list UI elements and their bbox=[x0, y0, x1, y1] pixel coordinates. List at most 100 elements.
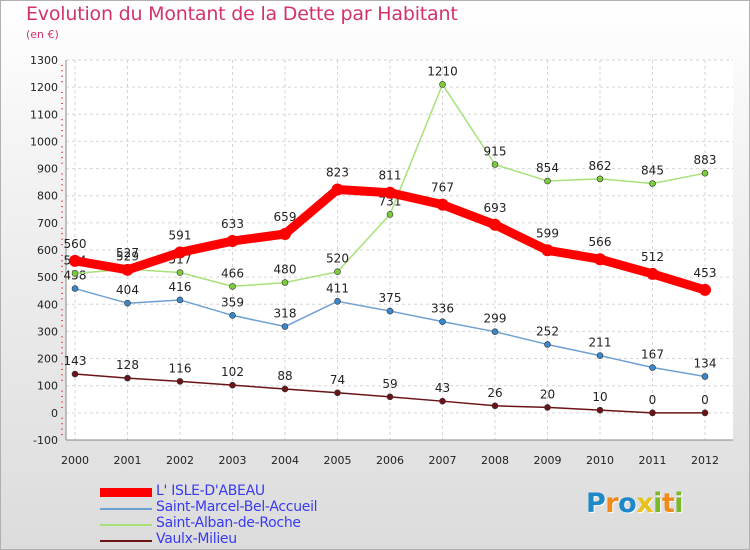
y-tick-label: 800 bbox=[37, 190, 58, 203]
data-point bbox=[176, 269, 184, 276]
x-tick-label: 2001 bbox=[114, 454, 142, 467]
data-label: 0 bbox=[649, 393, 657, 407]
data-point bbox=[71, 270, 79, 277]
legend-label: L' ISLE-D'ABEAU bbox=[156, 483, 265, 499]
legend-label: Saint-Alban-de-Roche bbox=[156, 515, 301, 531]
data-label: 167 bbox=[641, 348, 664, 362]
x-tick-label: 2000 bbox=[61, 454, 89, 467]
logo-letter: x bbox=[636, 488, 654, 519]
data-label: 845 bbox=[641, 164, 664, 178]
y-tick-label: 600 bbox=[37, 244, 58, 257]
data-label: 359 bbox=[221, 295, 244, 309]
data-point bbox=[174, 246, 186, 259]
data-label: 854 bbox=[536, 161, 559, 175]
data-point bbox=[334, 297, 341, 305]
data-point bbox=[701, 409, 709, 417]
data-point bbox=[699, 283, 711, 296]
y-tick-label: 300 bbox=[37, 325, 58, 338]
x-tick-label: 2006 bbox=[376, 454, 404, 467]
data-point bbox=[176, 378, 184, 385]
data-point bbox=[334, 389, 341, 397]
data-label: 823 bbox=[326, 165, 349, 179]
data-point bbox=[596, 406, 604, 414]
logo-letter: t bbox=[661, 488, 675, 519]
data-point bbox=[649, 180, 656, 187]
data-label: 404 bbox=[116, 283, 139, 297]
data-point bbox=[439, 318, 446, 325]
data-label: 252 bbox=[536, 324, 559, 338]
x-tick-label: 2002 bbox=[166, 454, 194, 467]
data-label: 767 bbox=[431, 181, 454, 195]
data-label: 527 bbox=[116, 246, 139, 260]
data-label: 529 bbox=[116, 249, 139, 263]
legend-swatch bbox=[100, 508, 152, 510]
data-label: 143 bbox=[64, 354, 87, 368]
data-point bbox=[594, 253, 606, 266]
y-tick-label: 1300 bbox=[30, 54, 58, 67]
y-tick-label: 1200 bbox=[30, 81, 58, 94]
y-tick-label: 1100 bbox=[30, 108, 58, 121]
data-point bbox=[701, 373, 709, 380]
data-point bbox=[386, 211, 394, 218]
data-label: 466 bbox=[221, 266, 244, 280]
data-point bbox=[596, 352, 604, 359]
data-point bbox=[491, 402, 499, 410]
x-tick-label: 2003 bbox=[219, 454, 247, 467]
data-label: 915 bbox=[484, 145, 507, 159]
series-0: 143 128 116 102 88 74 59 43 26 20 10 0 0 bbox=[64, 354, 709, 417]
data-point bbox=[229, 283, 236, 290]
data-label: 416 bbox=[169, 280, 192, 294]
data-point bbox=[281, 279, 289, 286]
data-point bbox=[176, 296, 184, 304]
data-point bbox=[71, 285, 79, 292]
data-point bbox=[491, 161, 499, 168]
x-tick-label: 2004 bbox=[271, 454, 299, 467]
x-tick-label: 2005 bbox=[324, 454, 352, 467]
data-point bbox=[439, 81, 446, 88]
y-tick-label: 100 bbox=[37, 380, 58, 393]
y-tick-label: 400 bbox=[37, 298, 58, 311]
y-tick-label: 0 bbox=[51, 407, 58, 420]
x-tick-label: 2010 bbox=[586, 454, 614, 467]
data-label: 88 bbox=[277, 369, 292, 383]
data-point bbox=[71, 370, 79, 378]
logo-letter: i bbox=[653, 488, 662, 519]
logo-letter: r bbox=[605, 488, 619, 519]
legend-swatch bbox=[100, 540, 152, 542]
chart-title: Evolution du Montant de la Dette par Hab… bbox=[26, 3, 458, 25]
data-label: 560 bbox=[64, 237, 87, 251]
y-tick-label: 200 bbox=[37, 353, 58, 366]
y-tick-label: 700 bbox=[37, 217, 58, 230]
data-point bbox=[334, 268, 341, 276]
data-label: 811 bbox=[379, 169, 402, 183]
data-label: 411 bbox=[326, 281, 349, 295]
logo-letter: i bbox=[674, 488, 684, 519]
data-point bbox=[121, 263, 134, 276]
x-tick-label: 2012 bbox=[691, 454, 719, 467]
y-tick-label: 1000 bbox=[30, 135, 58, 148]
data-point bbox=[384, 186, 396, 199]
data-label: 26 bbox=[487, 386, 502, 400]
x-tick-label: 2009 bbox=[534, 454, 562, 467]
data-point bbox=[386, 393, 394, 401]
data-label: 318 bbox=[274, 307, 297, 321]
legend-swatch bbox=[100, 488, 152, 497]
data-point bbox=[649, 364, 656, 371]
data-label: 134 bbox=[694, 356, 717, 370]
data-label: 74 bbox=[330, 373, 345, 387]
data-point bbox=[439, 397, 446, 405]
series-3: 560 527 591 633 659 823 811 767 693 599 566 512 453 bbox=[64, 165, 717, 296]
legend-label: Vaulx-Milieu bbox=[156, 531, 237, 547]
data-point bbox=[596, 175, 604, 183]
data-label: 0 bbox=[701, 393, 709, 407]
data-label: 102 bbox=[221, 365, 244, 379]
data-label: 1210 bbox=[427, 64, 458, 78]
data-label: 512 bbox=[641, 250, 664, 264]
data-point bbox=[281, 323, 289, 330]
data-point bbox=[124, 299, 131, 307]
y-tick-label: 500 bbox=[37, 271, 58, 284]
data-point bbox=[491, 328, 499, 336]
data-label: 659 bbox=[274, 210, 297, 224]
data-label: 453 bbox=[694, 266, 717, 280]
